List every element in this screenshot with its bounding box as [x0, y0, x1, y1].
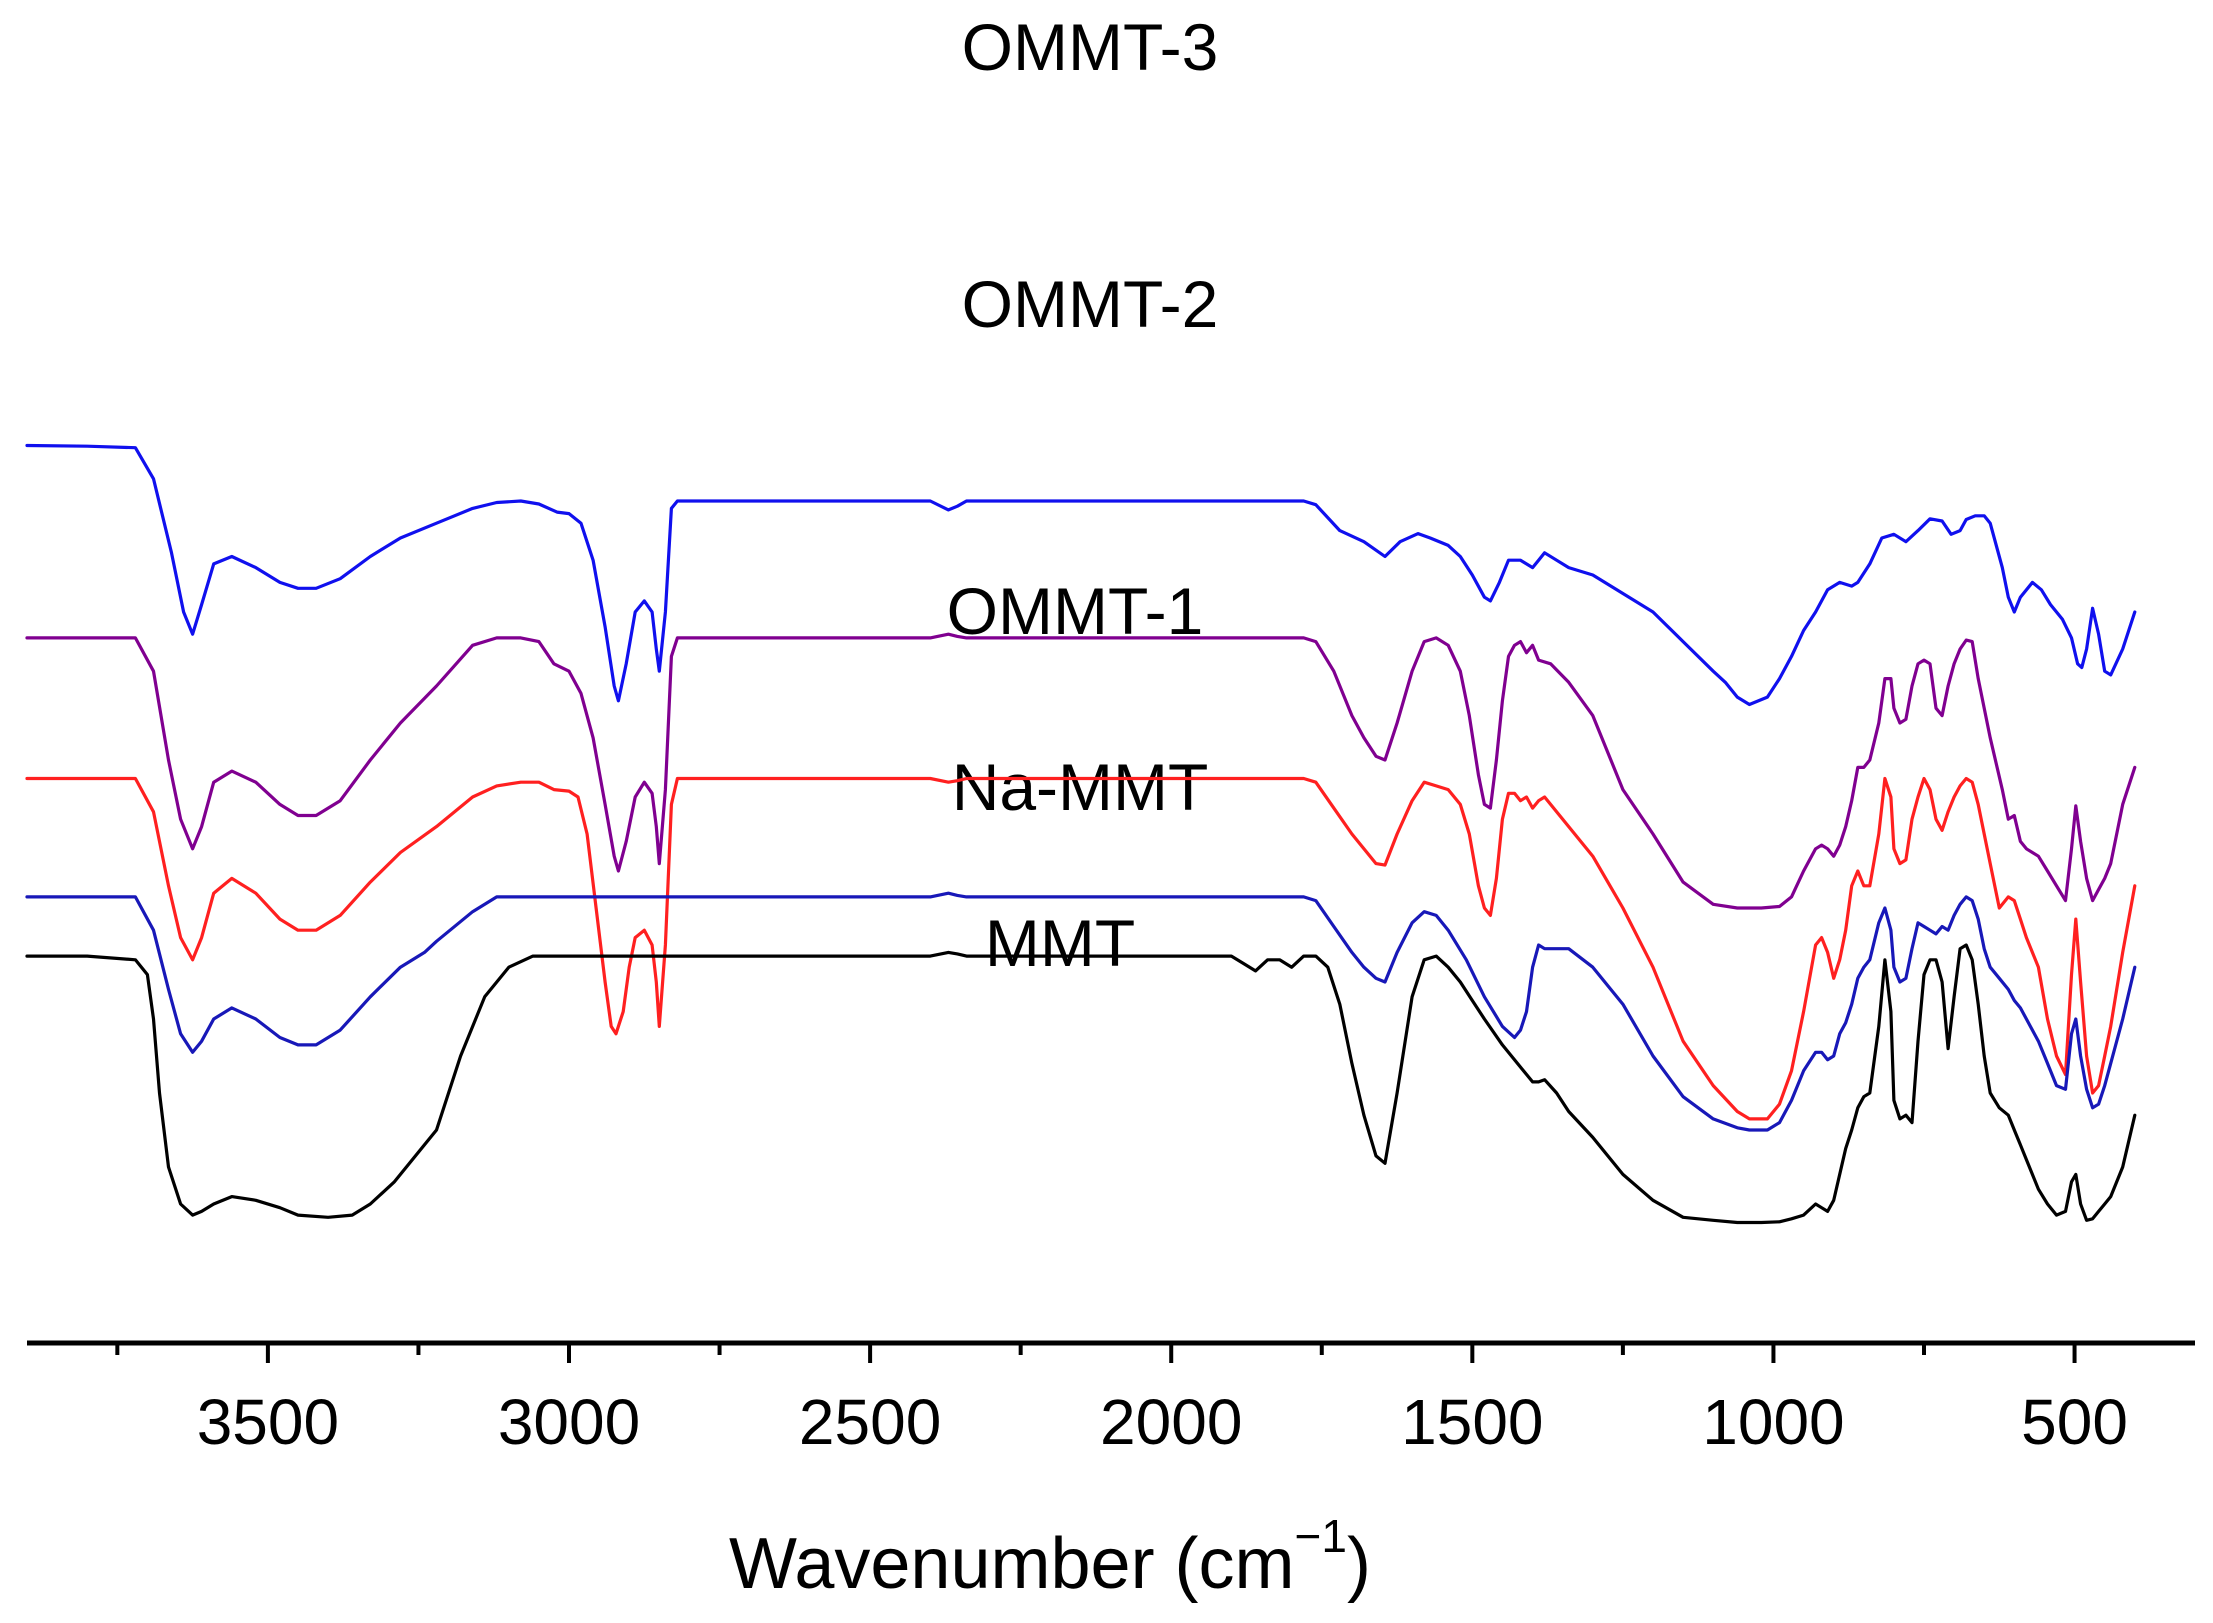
- series-label-ommt-3: OMMT-3: [962, 10, 1219, 84]
- x-axis-title-superscript: −1: [1295, 1510, 1347, 1562]
- tick-label-500: 500: [2021, 1386, 2128, 1458]
- series-line-mmt: [25, 943, 2137, 1225]
- series-label-mmt: MMT: [985, 906, 1135, 980]
- tick-label-3500: 3500: [197, 1386, 339, 1458]
- series-line-na-mmt: [25, 891, 2137, 1132]
- series-label-ommt-1: OMMT-1: [947, 574, 1204, 648]
- x-axis: 3500 3000 2500 2000 1500 1000 500 Wavenumber (…: [27, 1340, 2195, 1604]
- series-line-ommt-3: [25, 443, 2137, 707]
- tick-label-2500: 2500: [799, 1386, 941, 1458]
- series-label-na-mmt: Na-MMT: [952, 750, 1209, 824]
- series-paths: [25, 443, 2137, 1225]
- x-axis-title-text: Wavenumber (cm: [729, 1524, 1294, 1604]
- series-line-ommt-2: [25, 632, 2137, 910]
- x-axis-ticks: [115, 1343, 2077, 1363]
- x-axis-title-close: ): [1347, 1524, 1371, 1604]
- series-label-ommt-2: OMMT-2: [962, 267, 1219, 341]
- x-axis-title: Wavenumber (cm−1): [729, 1510, 1371, 1604]
- tick-label-1500: 1500: [1401, 1386, 1543, 1458]
- x-axis-tick-labels: 3500 3000 2500 2000 1500 1000 500: [197, 1386, 2128, 1458]
- tick-label-1000: 1000: [1702, 1386, 1844, 1458]
- tick-label-3000: 3000: [498, 1386, 640, 1458]
- tick-label-2000: 2000: [1100, 1386, 1242, 1458]
- series-line-ommt-1: [25, 776, 2137, 1121]
- series-labels: OMMT-3 OMMT-2 OMMT-1 Na-MMT MMT: [947, 10, 1219, 980]
